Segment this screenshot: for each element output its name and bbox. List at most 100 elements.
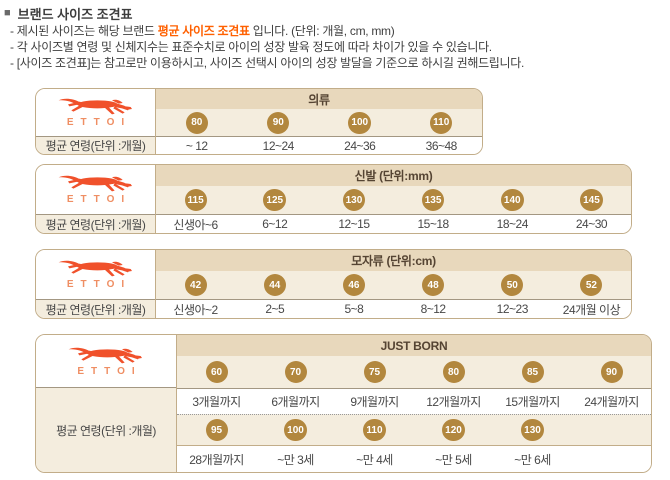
age-cell: 24~36 xyxy=(344,138,376,153)
page-title: ■ 브랜드 사이즈 조견표 xyxy=(4,4,133,23)
size-badge: 145 xyxy=(580,189,603,211)
size-cell: 42 xyxy=(156,274,235,296)
size-badge: 44 xyxy=(263,274,286,296)
hats-main-column: 모자류 (단위:cm) 42 44 46 48 50 52 신생아~2 2~5 … xyxy=(156,250,631,318)
age-cell: 3개월까지 xyxy=(192,395,241,409)
age-cell: ~만 3세 xyxy=(277,452,314,467)
note-1-highlight: 평균 사이즈 조견표 xyxy=(157,24,250,38)
size-badge: 70 xyxy=(284,361,307,383)
size-badge: 110 xyxy=(363,419,386,441)
age-cell: ~만 5세 xyxy=(435,452,472,467)
page-title-text: 브랜드 사이즈 조견표 xyxy=(17,7,133,22)
justborn-size-table: ETTOI 평균 연령(단위 :개월) JUST BORN 60 70 75 8… xyxy=(35,334,652,473)
age-cell: 9개월까지 xyxy=(350,395,399,409)
size-cell: 130 xyxy=(493,419,572,441)
age-cell: 24개월 이상 xyxy=(562,302,621,317)
size-cell: 130 xyxy=(314,189,393,211)
horse-icon xyxy=(63,346,149,366)
age-row: ~ 12 12~24 24~36 36~48 xyxy=(156,136,482,154)
size-row: 42 44 46 48 50 52 xyxy=(156,271,631,299)
age-cell: 신생아~6 xyxy=(173,217,218,232)
size-cell: 110 xyxy=(401,111,483,134)
brand-name: ETTOI xyxy=(66,117,132,128)
size-badge: 100 xyxy=(284,419,307,441)
size-badge: 80 xyxy=(185,111,208,134)
clothing-main-column: 의류 80 90 100 110 ~ 12 12~24 24~36 36~48 xyxy=(156,89,482,154)
shoes-size-table: ETTOI 평균 연령(단위 :개월) 신발 (단위:mm) 115 125 1… xyxy=(35,164,632,234)
row-label: 평균 연령(단위 :개월) xyxy=(36,299,155,318)
size-cell: 80 xyxy=(156,111,238,134)
size-badge: 90 xyxy=(600,361,623,383)
age-cell: 8~12 xyxy=(420,302,447,316)
size-row-1: 60 70 75 80 85 90 xyxy=(177,356,651,388)
size-cell: 125 xyxy=(235,189,314,211)
horse-icon xyxy=(53,259,139,279)
size-badge: 80 xyxy=(442,361,465,383)
age-cell: 6개월까지 xyxy=(271,395,320,409)
size-badge: 52 xyxy=(580,274,603,296)
age-row: 신생아~6 6~12 12~15 15~18 18~24 24~30 xyxy=(156,214,631,233)
category-header: JUST BORN xyxy=(177,335,651,356)
size-badge: 135 xyxy=(421,189,445,211)
brand-logo: ETTOI xyxy=(36,165,155,214)
age-cell: 5~8 xyxy=(344,302,364,316)
size-cell: 115 xyxy=(156,189,235,211)
clothing-size-table: ETTOI 평균 연령(단위 :개월) 의류 80 90 100 110 ~ 1… xyxy=(35,88,483,155)
size-badge: 75 xyxy=(363,361,386,383)
note-line-1: - 제시된 사이즈는 해당 브랜드 평균 사이즈 조견표 입니다. (단위: 개… xyxy=(10,22,395,39)
size-cell: 44 xyxy=(235,274,314,296)
size-badge: 125 xyxy=(263,189,287,211)
square-bullet-icon: ■ xyxy=(4,7,11,19)
size-badge: 110 xyxy=(430,111,453,134)
size-cell: 85 xyxy=(493,361,572,383)
age-cell: 24~30 xyxy=(575,217,608,231)
shoes-left-column: ETTOI 평균 연령(단위 :개월) xyxy=(36,165,156,233)
age-cell: 12개월까지 xyxy=(426,395,481,409)
size-row: 80 90 100 110 xyxy=(156,109,482,136)
age-row-1: 3개월까지 6개월까지 9개월까지 12개월까지 15개월까지 24개월까지 xyxy=(177,388,651,414)
age-cell: 18~24 xyxy=(496,217,529,231)
size-cell: 90 xyxy=(572,361,651,383)
size-cell: 48 xyxy=(394,274,473,296)
size-badge: 95 xyxy=(205,419,228,441)
horse-icon xyxy=(53,174,139,194)
size-cell: 95 xyxy=(177,419,256,441)
size-badge: 115 xyxy=(184,189,207,211)
size-cell: 80 xyxy=(414,361,493,383)
size-cell: 90 xyxy=(238,111,320,134)
size-cell: 52 xyxy=(552,274,631,296)
size-badge: 48 xyxy=(422,274,445,296)
size-row: 115 125 130 135 140 145 xyxy=(156,186,631,214)
age-cell: ~만 4세 xyxy=(356,452,393,467)
row-label: 평균 연령(단위 :개월) xyxy=(36,387,176,472)
brand-name: ETTOI xyxy=(77,365,142,377)
age-cell: 28개월까지 xyxy=(189,452,244,467)
size-badge: 120 xyxy=(442,419,465,441)
size-cell: 100 xyxy=(256,419,335,441)
size-badge: 50 xyxy=(501,274,524,296)
age-cell: ~만 6세 xyxy=(514,452,551,467)
size-badge: 140 xyxy=(500,189,524,211)
age-cell: 12~24 xyxy=(262,138,295,153)
size-badge: 130 xyxy=(342,189,366,211)
size-cell: 135 xyxy=(394,189,473,211)
age-cell: 15개월까지 xyxy=(505,395,560,409)
age-row-2: 28개월까지 ~만 3세 ~만 4세 ~만 5세 ~만 6세 xyxy=(177,445,651,472)
size-badge: 60 xyxy=(205,361,228,383)
brand-name: ETTOI xyxy=(66,279,132,290)
age-row: 신생아~2 2~5 5~8 8~12 12~23 24개월 이상 xyxy=(156,299,631,318)
size-badge: 130 xyxy=(521,419,544,441)
age-cell: 2~5 xyxy=(265,302,285,316)
size-cell: 70 xyxy=(256,361,335,383)
age-cell: 36~48 xyxy=(425,138,458,153)
age-cell: 24개월까지 xyxy=(584,395,639,409)
size-badge: 90 xyxy=(267,111,290,134)
size-cell: 60 xyxy=(177,361,256,383)
size-badge: 42 xyxy=(184,274,207,296)
size-badge: 46 xyxy=(342,274,365,296)
note-line-2: - 각 사이즈별 연령 및 신체지수는 표준수치로 아이의 성장 발육 정도에 … xyxy=(10,40,492,54)
hats-left-column: ETTOI 평균 연령(단위 :개월) xyxy=(36,250,156,318)
shoes-main-column: 신발 (단위:mm) 115 125 130 135 140 145 신생아~6… xyxy=(156,165,631,233)
brand-logo: ETTOI xyxy=(36,335,176,387)
row-label: 평균 연령(단위 :개월) xyxy=(36,136,155,154)
